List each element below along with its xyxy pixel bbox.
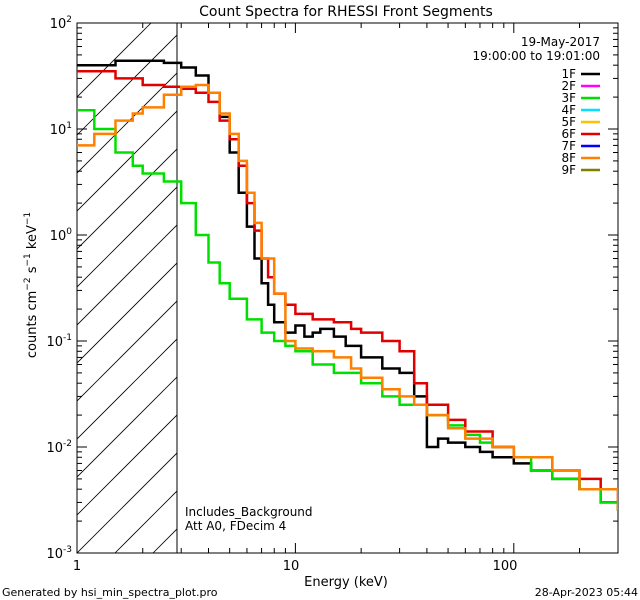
footer-generated-by: Generated by hsi_min_spectra_plot.pro	[2, 586, 218, 599]
data-series	[77, 59, 618, 511]
excluded-region-hatch	[77, 23, 177, 553]
plot-frame	[76, 22, 619, 554]
legend-label: 8F	[561, 151, 576, 165]
hatch-line	[77, 224, 177, 326]
legend-label: 5F	[561, 115, 576, 129]
hatch-line	[77, 34, 177, 136]
footer-timestamp: 28-Apr-2023 05:44	[535, 586, 638, 599]
x-tick-label: 10	[283, 559, 300, 574]
hatch-line	[77, 376, 177, 478]
series-8F	[77, 83, 618, 511]
legend-date: 19-May-2017	[521, 35, 600, 49]
legend-label: 4F	[561, 103, 576, 117]
legend-label: 1F	[561, 67, 576, 81]
legend: 19-May-2017 19:00:00 to 19:01:00 1F2F3F4…	[473, 35, 600, 177]
chart-title: Count Spectra for RHESSI Front Segments	[199, 4, 493, 20]
x-tick-label: 100	[493, 559, 518, 574]
y-axis-label: counts cm−2 s−1 keV−1	[23, 212, 40, 358]
hatch-line	[77, 23, 152, 98]
annotation-attenuator: Att A0, FDecim 4	[185, 519, 286, 533]
legend-time-range: 19:00:00 to 19:01:00	[473, 49, 600, 63]
legend-label: 3F	[561, 91, 576, 105]
legend-label: 2F	[561, 79, 576, 93]
legend-label: 6F	[561, 127, 576, 141]
svg-text:counts cm−2 s−1 keV−1: counts cm−2 s−1 keV−1	[23, 212, 40, 358]
hatch-line	[77, 414, 177, 516]
series-6F	[77, 70, 618, 503]
x-tick-label: 1	[73, 559, 81, 574]
legend-label: 7F	[561, 139, 576, 153]
annotation-background: Includes_Background	[185, 505, 313, 519]
hatch-line	[77, 186, 177, 288]
legend-label: 9F	[561, 163, 576, 177]
x-axis-label: Energy (keV)	[304, 575, 388, 590]
axis-ticks	[76, 22, 619, 554]
